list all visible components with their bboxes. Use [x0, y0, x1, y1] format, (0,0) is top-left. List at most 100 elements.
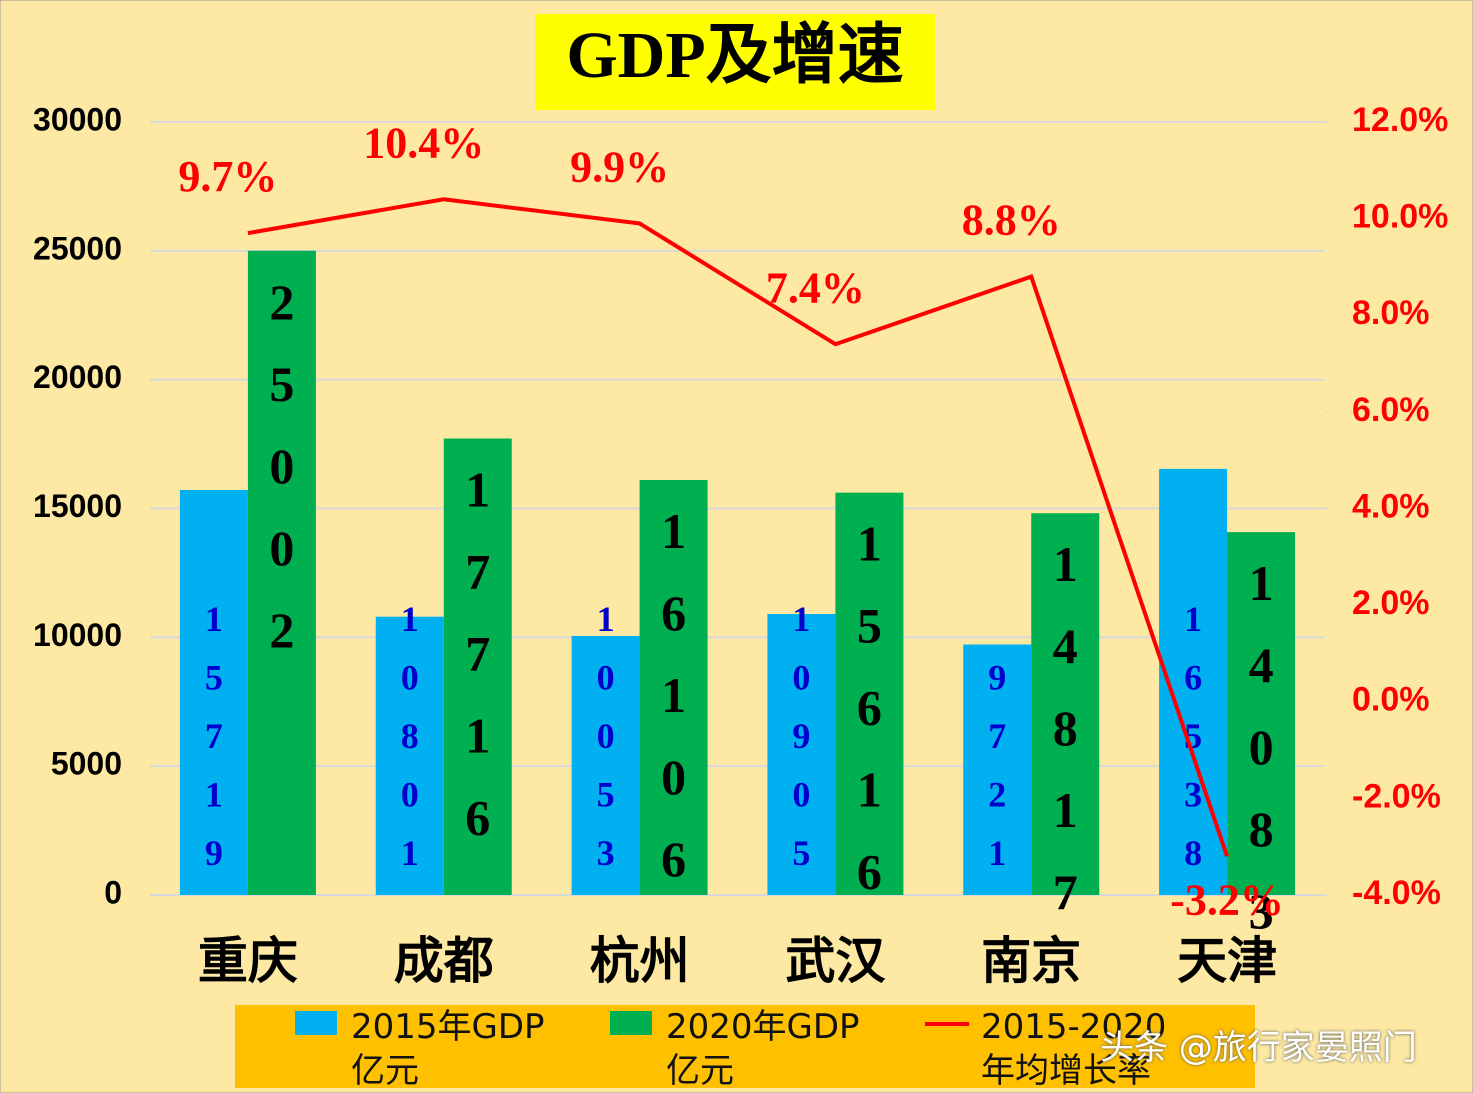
- digit: 1: [465, 708, 490, 764]
- y-tick-label: 0: [104, 874, 122, 910]
- digit: 1: [1184, 599, 1202, 639]
- digit: 3: [1249, 884, 1274, 940]
- bar-value-label: 1 5 6 1 6: [857, 516, 882, 900]
- bar: [1227, 532, 1296, 895]
- y2-tick-label: 0.0%: [1352, 681, 1430, 719]
- legend-swatch: [925, 1022, 969, 1026]
- bar-value-label: 1 6 1 0 6: [661, 503, 686, 887]
- digit: 1: [661, 667, 686, 723]
- line: [247, 197, 1229, 857]
- digit: 1: [792, 599, 810, 639]
- digit: 6: [465, 790, 490, 846]
- digit: 0: [792, 658, 810, 698]
- digit: 7: [205, 716, 223, 756]
- chart-title: GDP及增速: [566, 19, 903, 92]
- digit: 7: [465, 626, 490, 682]
- y2-tick-label: 8.0%: [1352, 294, 1430, 332]
- y2-tick-label: 12.0%: [1352, 101, 1448, 139]
- bar: [179, 489, 248, 895]
- bar: [247, 250, 316, 895]
- legend-label: 2015年GDP 亿元: [351, 1007, 545, 1091]
- y2-tick-label: -2.0%: [1352, 777, 1441, 815]
- bar-value-label: 1 4 0 8 3: [1249, 556, 1274, 940]
- title-box: [535, 14, 935, 110]
- bar: [571, 635, 640, 895]
- digit: 5: [597, 775, 615, 815]
- digit: 0: [597, 658, 615, 698]
- legend-swatch: [610, 1011, 652, 1035]
- digit: 1: [401, 833, 419, 873]
- y-tick-label: 15000: [33, 488, 122, 524]
- y-tick-label: 25000: [33, 230, 122, 266]
- bar: [767, 614, 836, 895]
- bar-value-label: 1 0 8 0 1: [401, 599, 419, 873]
- digit: 0: [792, 775, 810, 815]
- digit: 0: [661, 749, 686, 805]
- digit: 8: [1249, 802, 1274, 858]
- x-tick-label: 南京: [981, 931, 1081, 990]
- digit: 7: [1053, 865, 1078, 921]
- digit: 7: [988, 716, 1006, 756]
- y-tick-label: 5000: [51, 746, 122, 782]
- bar-value-label: 1 7 7 1 6: [465, 462, 490, 846]
- bar-value-label: 9 7 2 1: [988, 658, 1006, 874]
- digit: 9: [792, 716, 810, 756]
- digit: 8: [1184, 833, 1202, 873]
- line-value-label: 8.8%: [962, 196, 1061, 245]
- digit: 9: [205, 833, 223, 873]
- digit: 1: [1249, 556, 1274, 612]
- digit: 5: [269, 356, 294, 412]
- digit: 1: [1053, 537, 1078, 593]
- legend-label: 2015-2020 年均增长率: [981, 1007, 1167, 1091]
- bar-value-label: 1 0 0 5 3: [597, 599, 615, 873]
- line-value-label: -3.2%: [1170, 875, 1284, 924]
- bar-value-label: 1 4 8 1 7: [1053, 537, 1078, 921]
- digit: 4: [1249, 638, 1274, 694]
- digit: 1: [1053, 783, 1078, 839]
- digit: 2: [269, 274, 294, 330]
- x-tick-label: 重庆: [198, 931, 298, 990]
- digit: 1: [857, 762, 882, 818]
- digit: 8: [1053, 701, 1078, 757]
- digit: 1: [597, 599, 615, 639]
- x-tick-label: 成都: [394, 931, 494, 990]
- y2-tick-label: 10.0%: [1352, 198, 1448, 236]
- y2-tick-label: -4.0%: [1352, 874, 1441, 912]
- bar-value-label: 2 5 0 0 2: [269, 274, 294, 658]
- legend-label: 2020年GDP 亿元: [666, 1007, 860, 1091]
- digit: 6: [661, 831, 686, 887]
- digit: 1: [661, 503, 686, 559]
- bar-value-label: 1 0 9 0 5: [792, 599, 810, 873]
- y2-tick-label: 2.0%: [1352, 584, 1430, 622]
- digit: 3: [597, 833, 615, 873]
- y-tick-label: 10000: [33, 617, 122, 653]
- digit: 1: [401, 599, 419, 639]
- digit: 0: [401, 775, 419, 815]
- digit: 0: [401, 658, 419, 698]
- digit: 9: [988, 658, 1006, 698]
- x-tick-label: 天津: [1177, 931, 1277, 990]
- line-value-label: 9.7%: [178, 152, 277, 201]
- digit: 2: [988, 775, 1006, 815]
- digit: 8: [401, 716, 419, 756]
- digit: 5: [205, 658, 223, 698]
- bar: [835, 492, 904, 895]
- digit: 6: [1184, 658, 1202, 698]
- digit: 3: [1184, 775, 1202, 815]
- bar: [443, 438, 512, 895]
- digit: 6: [857, 680, 882, 736]
- x-tick-label: 杭州: [590, 931, 690, 990]
- y2-tick-label: 4.0%: [1352, 487, 1430, 525]
- bar: [639, 480, 708, 895]
- digit: 1: [988, 833, 1006, 873]
- digit: 0: [1249, 720, 1274, 776]
- bar: [375, 616, 444, 895]
- line-value-label: 10.4%: [363, 118, 484, 167]
- line-value-label: 9.9%: [570, 143, 669, 192]
- digit: 0: [269, 438, 294, 494]
- digit: 0: [597, 716, 615, 756]
- bar: [963, 644, 1032, 895]
- y2-tick-label: 6.0%: [1352, 391, 1430, 429]
